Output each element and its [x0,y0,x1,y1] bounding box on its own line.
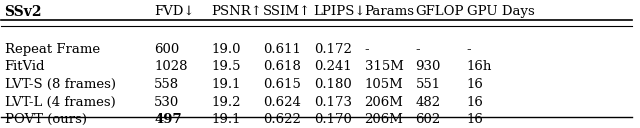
Text: 16h: 16h [467,60,492,73]
Text: 558: 558 [154,78,179,91]
Text: 206M: 206M [365,96,403,109]
Text: -: - [467,43,471,56]
Text: FitVid: FitVid [4,60,45,73]
Text: 19.1: 19.1 [212,78,241,91]
Text: 16: 16 [467,113,483,126]
Text: 530: 530 [154,96,180,109]
Text: SSIM↑: SSIM↑ [262,5,311,18]
Text: 19.1: 19.1 [212,113,241,126]
Text: 551: 551 [415,78,441,91]
Text: 16: 16 [467,78,483,91]
Text: LVT-L (4 frames): LVT-L (4 frames) [4,96,115,109]
Text: 0.622: 0.622 [262,113,301,126]
Text: PSNR↑: PSNR↑ [212,5,262,18]
Text: 1028: 1028 [154,60,188,73]
Text: 930: 930 [415,60,441,73]
Text: -: - [365,43,369,56]
Text: 0.241: 0.241 [314,60,351,73]
Text: 19.0: 19.0 [212,43,241,56]
Text: GFLOP: GFLOP [415,5,464,18]
Text: 16: 16 [467,96,483,109]
Text: FVD↓: FVD↓ [154,5,195,18]
Text: 19.5: 19.5 [212,60,241,73]
Text: Params: Params [365,5,415,18]
Text: 0.180: 0.180 [314,78,351,91]
Text: 206M: 206M [365,113,403,126]
Text: -: - [415,43,420,56]
Text: SSv2: SSv2 [4,5,42,19]
Text: 19.2: 19.2 [212,96,241,109]
Text: 315M: 315M [365,60,403,73]
Text: 105M: 105M [365,78,403,91]
Text: 0.173: 0.173 [314,96,351,109]
Text: 0.624: 0.624 [262,96,301,109]
Text: LPIPS↓: LPIPS↓ [314,5,366,18]
Text: POVT (ours): POVT (ours) [4,113,86,126]
Text: 0.172: 0.172 [314,43,351,56]
Text: GPU Days: GPU Days [467,5,534,18]
Text: 0.615: 0.615 [262,78,301,91]
Text: 0.170: 0.170 [314,113,351,126]
Text: 497: 497 [154,113,182,126]
Text: 600: 600 [154,43,180,56]
Text: 482: 482 [415,96,441,109]
Text: LVT-S (8 frames): LVT-S (8 frames) [4,78,116,91]
Text: 0.611: 0.611 [262,43,301,56]
Text: 0.618: 0.618 [262,60,301,73]
Text: 602: 602 [415,113,441,126]
Text: Repeat Frame: Repeat Frame [4,43,100,56]
